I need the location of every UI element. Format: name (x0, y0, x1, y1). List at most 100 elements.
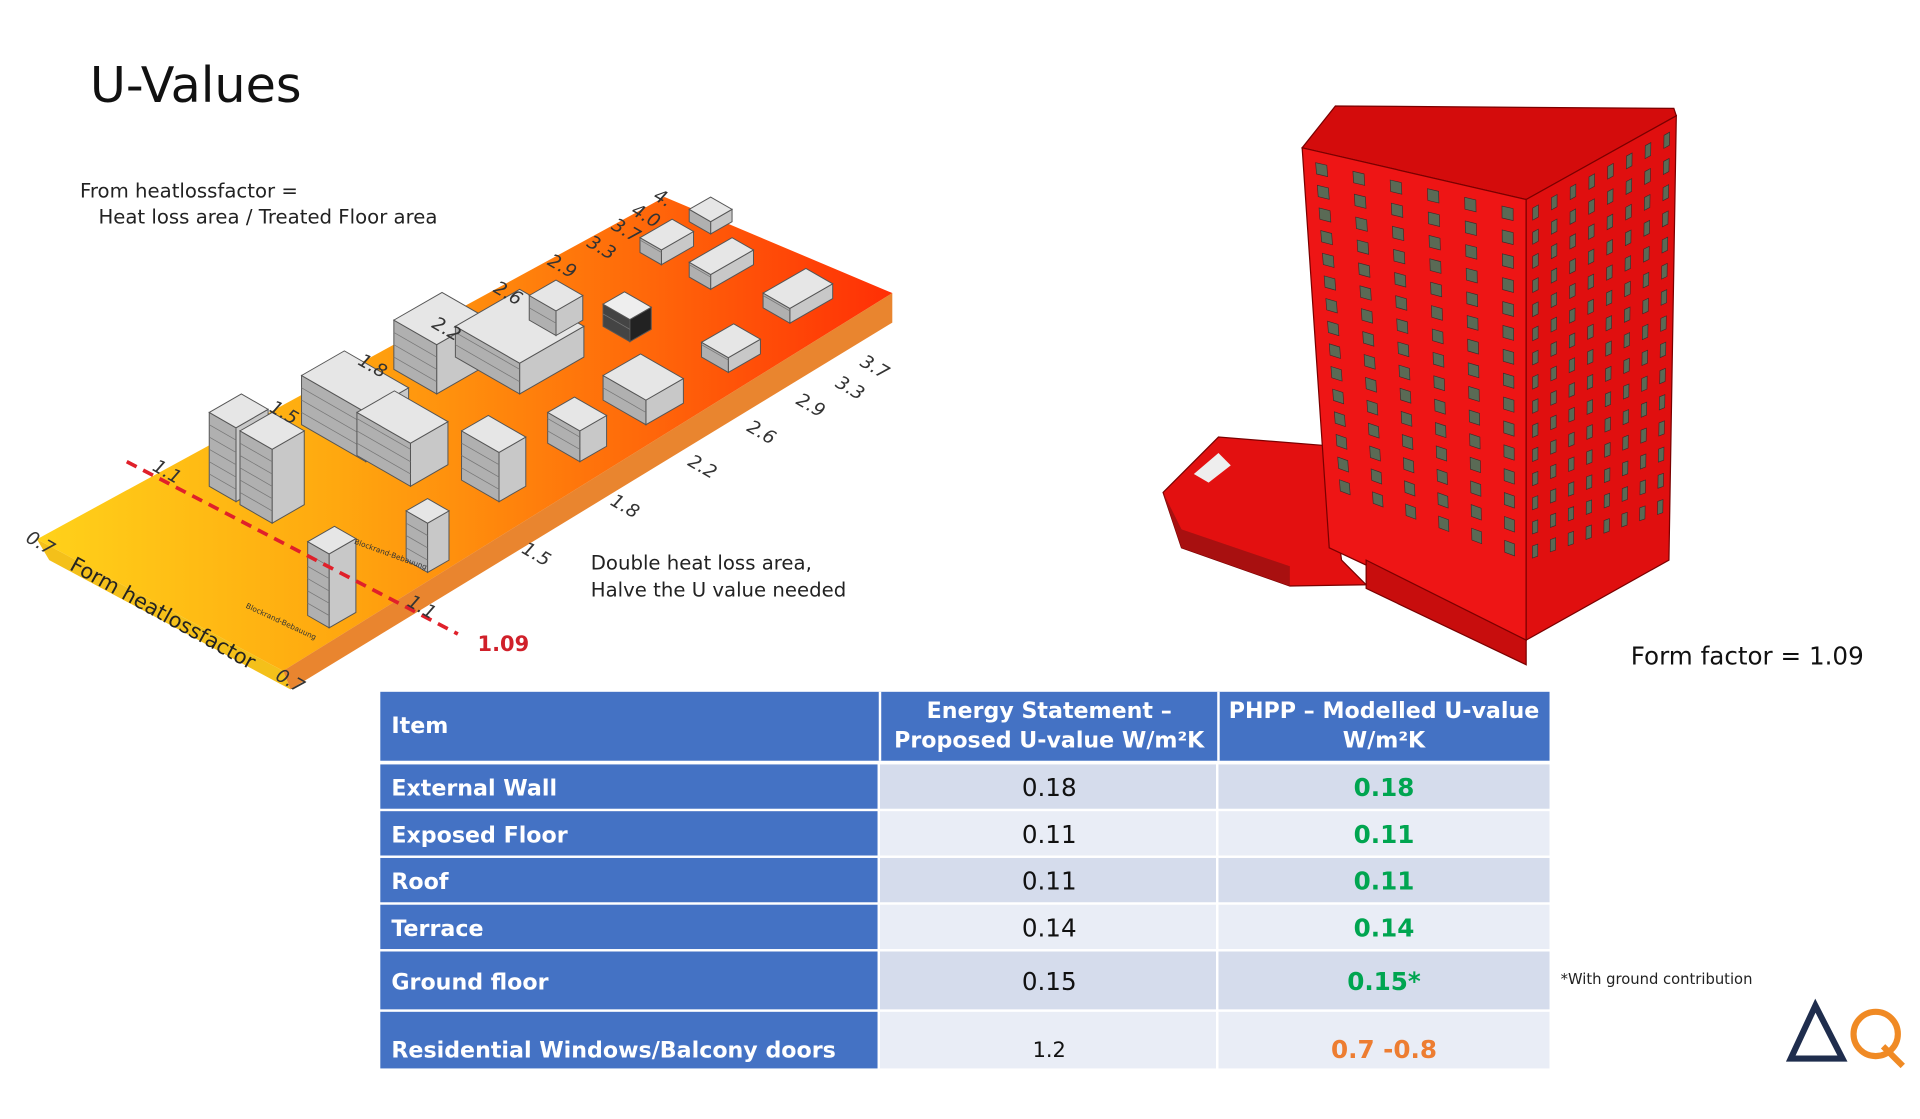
window (1532, 349, 1539, 366)
window (1327, 320, 1340, 337)
block-floor-line (356, 442, 411, 475)
form-factor-line (125, 460, 459, 636)
table-cell-text: 0.14 (1354, 913, 1415, 942)
window (1532, 446, 1539, 462)
window (1567, 506, 1575, 522)
window (1567, 530, 1574, 547)
table-cell-text: External Wall (391, 776, 557, 802)
window (1643, 219, 1650, 237)
block-floor-line (529, 307, 557, 324)
window (1568, 406, 1575, 423)
table-cell (1218, 811, 1550, 856)
window (1604, 416, 1611, 433)
window (1339, 479, 1351, 496)
logo-triangle (1785, 998, 1848, 1062)
window (1605, 340, 1612, 357)
block-floor-line (461, 442, 500, 466)
window (1607, 188, 1614, 205)
window (1532, 228, 1539, 245)
table-cell (380, 951, 878, 1010)
window (1622, 460, 1629, 477)
window (1432, 351, 1445, 368)
window (1330, 366, 1343, 382)
window (1568, 332, 1576, 349)
block-floor-line (393, 356, 437, 382)
window (1661, 236, 1669, 254)
block-floor-line (307, 602, 330, 616)
window (1568, 357, 1576, 374)
window (1551, 218, 1558, 235)
diagram-plane-edge (36, 539, 291, 690)
table-cell-text: 0.14 (1022, 913, 1077, 942)
window (1367, 422, 1380, 439)
window (1660, 289, 1668, 306)
block-floor-line (602, 387, 647, 413)
window (1621, 511, 1628, 528)
window (1428, 235, 1441, 251)
table-cell-text: 0.15* (1347, 967, 1421, 996)
window (1659, 367, 1666, 385)
window (1550, 512, 1557, 528)
window (1501, 229, 1514, 245)
window (1532, 470, 1539, 487)
window (1550, 292, 1558, 309)
table-cell (1218, 857, 1550, 903)
formula-text: Heat loss area / Treated Floor area (98, 205, 437, 228)
window (1550, 341, 1557, 357)
window (1320, 230, 1333, 246)
block-floor-line (239, 442, 273, 462)
window (1568, 481, 1575, 497)
block-floor-line (356, 418, 411, 450)
window (1322, 252, 1335, 268)
window (1662, 157, 1670, 176)
header-cell: Item (391, 713, 448, 739)
window (1430, 281, 1443, 298)
header-row (380, 691, 1550, 761)
block-floor-line (701, 344, 729, 361)
block-floor-line (393, 344, 437, 370)
window (1429, 258, 1442, 274)
window (1586, 373, 1594, 390)
block-floor-line (547, 418, 580, 438)
table-cell (880, 811, 1216, 856)
block-floor-line (307, 590, 330, 604)
window (1604, 442, 1611, 458)
block-face (688, 237, 755, 276)
table-cell-text: Terrace (391, 916, 483, 942)
window (1550, 488, 1557, 504)
window (1532, 374, 1539, 390)
block-floor-line (405, 547, 428, 561)
window (1435, 422, 1447, 439)
window (1436, 468, 1448, 485)
window (1604, 467, 1611, 484)
window (1621, 486, 1628, 502)
block-face (688, 196, 734, 223)
podium-shade (1163, 492, 1290, 586)
window (1625, 203, 1632, 221)
window (1604, 391, 1612, 408)
window (1502, 253, 1514, 269)
window (1466, 291, 1478, 308)
window (1550, 414, 1557, 431)
block-floor-line (689, 264, 711, 278)
window (1587, 298, 1594, 315)
window (1503, 420, 1515, 437)
block-floor-line (209, 449, 237, 466)
window (1550, 439, 1557, 455)
table-cell-text: Residential Windows/Balcony doors (391, 1038, 835, 1064)
block-floor-line (209, 436, 237, 453)
window (1468, 386, 1480, 402)
scale-label: 2.9 (793, 389, 829, 422)
window (1607, 162, 1614, 180)
podium-opening (1193, 453, 1231, 483)
note-text: Double heat loss area, (591, 551, 812, 574)
window (1503, 444, 1515, 461)
window (1639, 479, 1646, 496)
window (1393, 249, 1406, 265)
window (1404, 480, 1416, 497)
block-floor-line (405, 522, 428, 536)
table-cell (1218, 1011, 1550, 1069)
block-face (700, 323, 762, 359)
window (1644, 142, 1652, 160)
window (1502, 325, 1515, 341)
